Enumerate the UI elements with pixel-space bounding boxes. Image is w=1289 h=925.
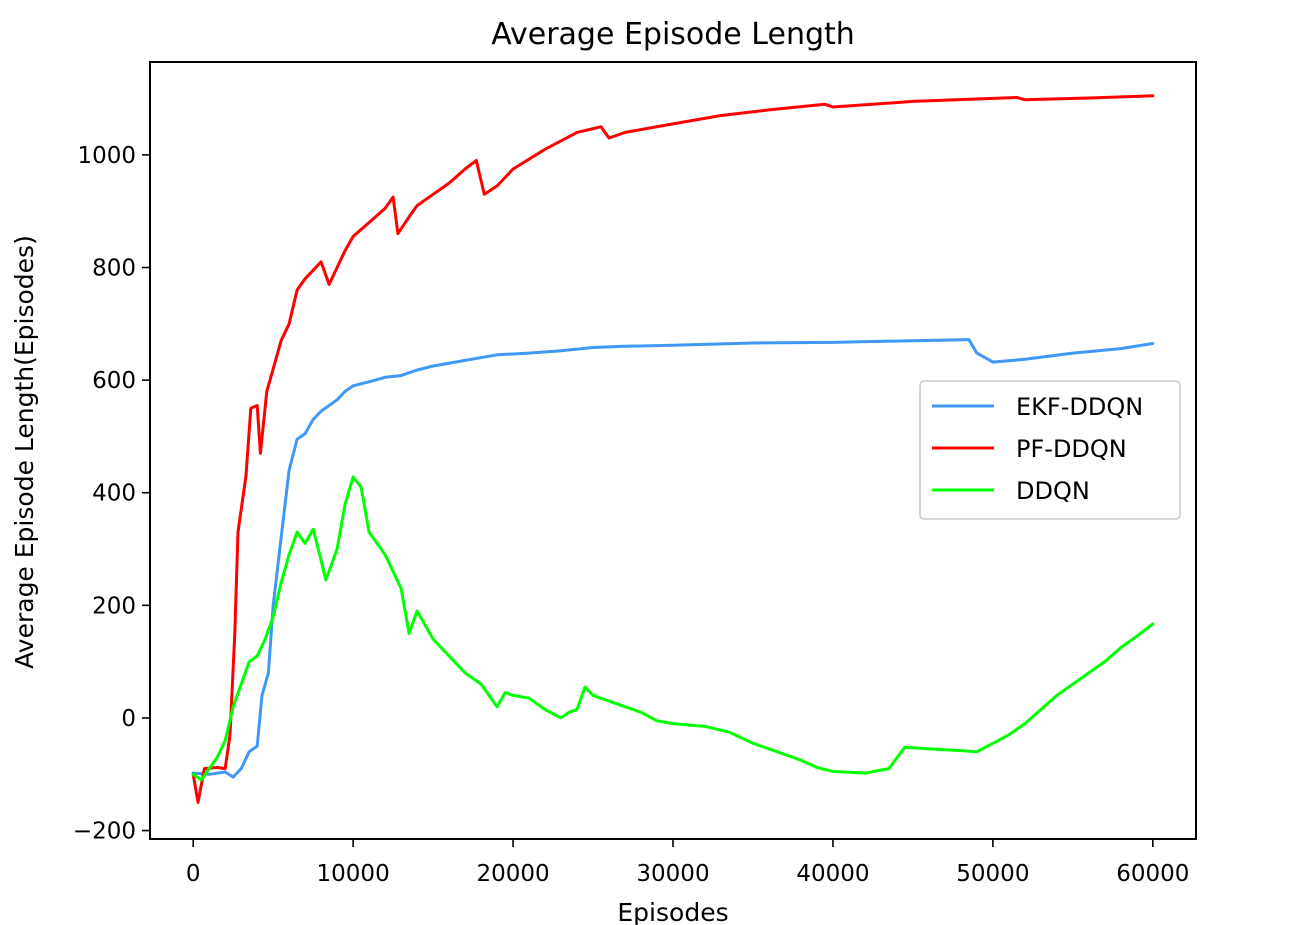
legend-label: EKF-DDQN (1016, 393, 1143, 421)
legend-box (919, 380, 1181, 520)
y-axis-label: Average Episode Length(Episodes) (10, 235, 39, 669)
legend-label: DDQN (1016, 477, 1090, 505)
y-axis: −200 0 200 400 600 800 1000 (73, 143, 150, 845)
x-axis-label: Episodes (617, 898, 728, 925)
x-tick-label: 0 (186, 861, 201, 887)
y-tick-label: 800 (92, 256, 136, 282)
y-tick-label: 600 (92, 368, 136, 394)
x-tick-label: 20000 (476, 861, 549, 887)
x-tick-label: 30000 (636, 861, 709, 887)
y-tick-label: 1000 (77, 143, 136, 169)
y-tick-label: 0 (121, 706, 136, 732)
series-line-ekf-ddqn (191, 338, 1155, 779)
x-tick-label: 50000 (956, 861, 1029, 887)
x-tick-label: 40000 (796, 861, 869, 887)
x-axis: 0 10000 20000 30000 40000 50000 60000 (186, 839, 1189, 887)
y-tick-label: 400 (92, 481, 136, 507)
y-tick-label: −200 (73, 819, 136, 845)
y-tick-label: 200 (92, 593, 136, 619)
legend: EKF-DDQN PF-DDQN DDQN (919, 380, 1181, 520)
plot-area (191, 94, 1155, 804)
series-line-pf-ddqn (191, 94, 1155, 804)
series-line-ddqn (191, 475, 1155, 782)
x-tick-label: 60000 (1116, 861, 1189, 887)
x-tick-label: 10000 (317, 861, 390, 887)
chart-title: Average Episode Length (491, 17, 855, 52)
legend-label: PF-DDQN (1016, 435, 1127, 463)
